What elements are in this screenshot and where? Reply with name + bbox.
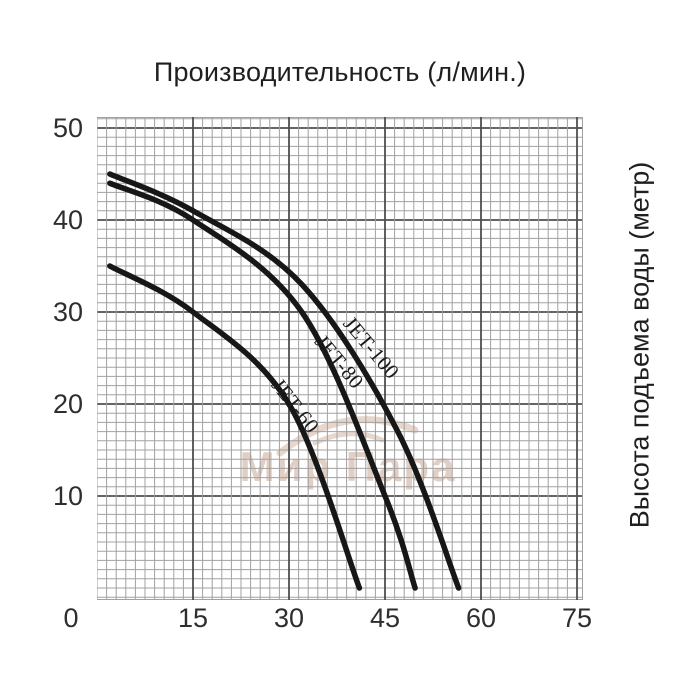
curve-jet-100 <box>107 171 462 591</box>
x-tick-label: 15 <box>177 603 209 633</box>
y-tick-label: 50 <box>52 113 83 143</box>
y-tick-label: 20 <box>52 389 83 419</box>
grid-and-curves <box>97 117 583 600</box>
y-tick-label: 40 <box>52 205 83 235</box>
x-tick-label: 0 <box>63 603 79 633</box>
curve-jet-60 <box>107 263 363 591</box>
chart-title: Производительность (л/мин.) <box>153 57 527 87</box>
x-tick-label: 75 <box>561 603 593 633</box>
x-tick-label: 30 <box>273 603 305 633</box>
y-tick-label: 30 <box>52 297 83 327</box>
y-axis-label-right: Высота подъема воды (метр) <box>624 161 655 529</box>
x-tick-label: 45 <box>369 603 401 633</box>
y-tick-label: 10 <box>52 481 83 511</box>
curve-jet-80 <box>107 180 418 591</box>
x-tick-label: 60 <box>465 603 497 633</box>
plot-area: Мир Пара JET-60 JET-80 JET-100 <box>97 117 583 600</box>
